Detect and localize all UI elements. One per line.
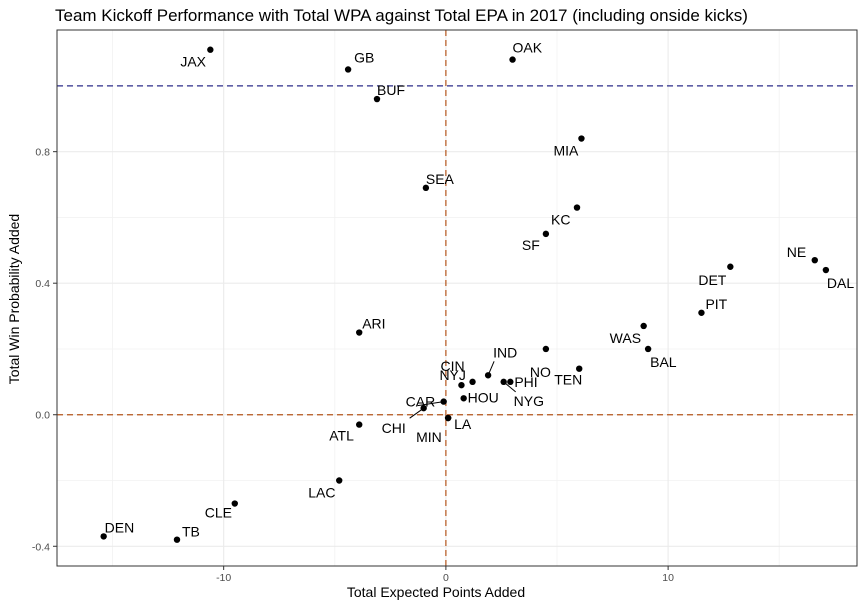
label-leader-line [417,401,444,407]
plot-area: JAX OAK GB BUF MIA SEA KC SF NE DAL DET PIT WAS ARI NO… [32,29,858,584]
point-label-jax: JAX [180,54,206,70]
data-point-ari [356,329,363,336]
data-point-kc [573,204,581,211]
data-point-oak [509,56,516,63]
point-label-ari: ARI [362,316,385,332]
point-label-cin: CIN [441,358,465,374]
point-label-sea: SEA [426,171,455,187]
y-axis-title: Total Win Probability Added [6,214,22,384]
data-point-car [440,398,447,405]
data-point-nyj [458,381,465,389]
point-label-nyg: NYG [514,393,544,409]
point-label-ne: NE [787,244,806,260]
point-label-sf: SF [522,237,540,253]
chart-title: Team Kickoff Performance with Total WPA … [55,6,748,25]
point-label-atl: ATL [329,428,354,444]
data-point-chi [420,404,427,412]
y-tick-label: 0.4 [35,278,50,290]
data-point-hou [460,395,467,402]
point-label-ind: IND [493,344,517,360]
point-label-kc: KC [551,212,570,228]
data-point-ten [576,365,583,372]
data-point-buf [373,95,381,103]
point-label-hou: HOU [468,389,499,405]
point-label-oak: OAK [513,40,543,56]
data-point-was [640,322,647,330]
data-point-ind [484,372,492,379]
point-label-det: DET [698,272,726,288]
data-point-mia [578,135,585,142]
point-label-mia: MIA [553,143,579,159]
plot-background [57,30,857,566]
point-label-buf: BUF [377,82,405,98]
point-label-nyj: NYJ [439,367,465,383]
x-tick-label: 0 [443,572,449,584]
data-point-ne [811,256,818,264]
plot-border [56,29,858,567]
data-point-cle [231,500,238,507]
data-point-tb [173,536,181,543]
data-point-phi [507,378,514,386]
data-point-min [444,414,452,422]
point-label-bal: BAL [650,354,677,370]
point-label-min: MIN [416,429,442,445]
point-label-la: LA [454,416,472,432]
point-label-dal: DAL [827,275,854,291]
point-label-ten: TEN [554,372,582,388]
data-point-det [727,263,734,270]
data-point-sea [422,184,430,192]
data-point-dal [822,266,830,274]
data-point-den [100,533,107,540]
data-point-no [542,345,550,353]
y-tick-label: -0.4 [32,541,50,553]
point-label-no: NO [530,364,551,380]
y-tick-label: 0.8 [35,147,50,159]
point-label-was: WAS [610,330,641,346]
point-label-chi: CHI [382,420,406,436]
point-label-phi: PHI [514,374,537,390]
x-axis-title: Total Expected Points Added [347,584,525,600]
point-label-den: DEN [105,519,135,535]
point-label-lac: LAC [308,485,335,501]
data-point-pit [698,309,705,316]
point-label-tb: TB [182,524,200,540]
data-point-bal [644,345,652,353]
point-label-gb: GB [354,49,374,65]
x-tick-label: -10 [216,572,231,584]
data-point-gb [344,66,352,73]
data-point-nyg [500,378,507,386]
data-point-cin [469,378,476,386]
data-point-lac [336,477,343,484]
point-label-car: CAR [406,394,436,410]
point-label-pit: PIT [705,296,727,312]
data-point-atl [356,421,363,428]
x-tick-label: 10 [662,572,674,584]
data-point-jax [207,46,214,53]
point-label-cle: CLE [205,505,232,521]
data-point-sf [542,230,550,238]
y-tick-label: 0.0 [35,410,50,422]
